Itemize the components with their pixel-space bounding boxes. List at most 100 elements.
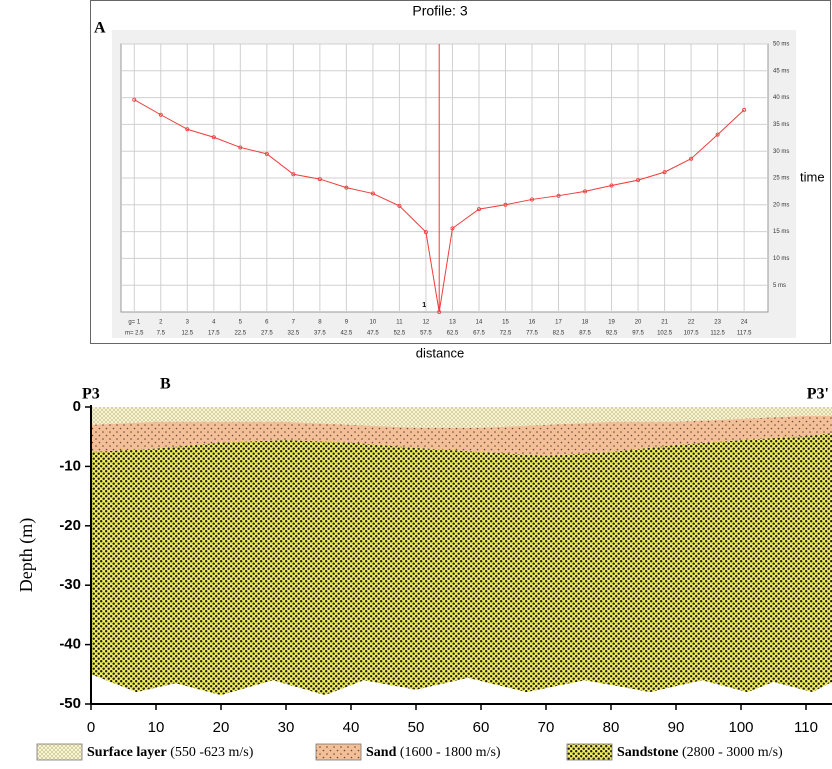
x-tick-label: 12.5 [181,331,193,337]
y-tick-label: -50 [59,695,81,712]
x-tick-label: 110 [794,719,818,736]
y-tick-label: 15 ms [773,229,789,235]
geophone-label: 16 [529,320,536,326]
geophone-label: 19 [608,320,615,326]
x-tick-label: 90 [668,719,685,736]
legend-velocity: (1600 - 1800 m/s) [400,745,501,760]
y-tick-label: 40 ms [773,95,789,101]
geophone-label: 23 [714,320,721,326]
data-point [662,170,667,175]
geophone-label: 3 [186,320,190,326]
shot-label: 1 [422,302,426,309]
chart-title: Profile: 3 [412,3,467,19]
x-tick-label: 47.5 [367,331,379,337]
legend-velocity: (550 -623 m/s) [170,745,254,760]
geophone-label: 5 [239,320,243,326]
geophone-label: 15 [502,320,509,326]
data-line [134,99,745,313]
geophone-label: 22 [688,320,695,326]
x-tick-label: 112.5 [710,331,725,337]
layer-fill [91,415,832,456]
legend-swatch [566,743,613,761]
x-tick-label: 117.5 [737,331,752,337]
x-tick-label: 50 [408,719,425,736]
data-point [556,193,561,198]
data-point [344,185,349,190]
data-point [185,127,190,132]
legend-name: Sand [366,745,397,760]
y-axis-title: time [800,169,825,184]
y-axis-title: Depth (m) [16,518,37,592]
x-tick-label: 102.5 [657,331,673,337]
data-point [476,207,481,212]
x-tick-label: 52.5 [394,331,406,337]
data-point [370,191,375,196]
data-point [530,197,535,202]
x-tick-label: 92.5 [606,331,618,337]
legend-entry: Sand (1600 - 1800 m/s) [366,745,501,760]
y-tick-label: -10 [59,457,81,474]
y-tick-label: -30 [59,576,81,593]
x-tick-label: 40 [343,719,360,736]
panel-border [90,0,831,344]
y-tick-label: 30 ms [773,149,789,155]
geophone-label: g= 1 [128,320,141,326]
legend-velocity: (2800 - 3000 m/s) [682,745,783,760]
y-tick-label: 5 ms [773,283,786,289]
layer-fill [91,407,832,428]
data-point [238,145,243,150]
y-tick-label: 50 ms [773,42,789,48]
data-point [317,177,322,182]
x-tick-label: 77.5 [526,331,538,337]
geophone-label: 21 [661,320,668,326]
x-tick-label: 42.5 [341,331,353,337]
data-point [437,309,442,314]
y-tick-label: 45 ms [773,68,789,74]
y-tick-label: 35 ms [773,122,789,128]
geophone-label: 17 [555,320,562,326]
data-point [715,132,720,137]
geophone-label: 6 [265,320,269,326]
geophone-label: 24 [741,320,748,326]
geophone-label: 20 [635,320,642,326]
x-tick-label: 80 [603,719,620,736]
data-point [291,172,296,177]
y-tick-label: 25 ms [773,176,789,182]
x-tick-label: 82.5 [553,331,565,337]
data-point [450,226,455,231]
x-tick-label: 30 [278,719,295,736]
y-tick-label: -40 [59,636,81,653]
x-tick-label: 62.5 [447,331,459,337]
geophone-label: 11 [396,320,403,326]
x-axis-title: distance [416,345,464,360]
x-tick-label: 70 [538,719,555,736]
x-tick-label: 0 [87,719,95,736]
data-point [158,112,163,117]
data-point [264,151,269,156]
x-tick-label: 32.5 [288,331,300,337]
x-tick-label: 60 [473,719,490,736]
legend-entry: Sandstone (2800 - 3000 m/s) [617,745,783,760]
data-point [689,156,694,161]
x-tick-label: 97.5 [632,331,644,337]
legend-entry: Surface layer (550 -623 m/s) [87,745,254,760]
x-tick-label: 57.5 [420,331,432,337]
geophone-label: 4 [212,320,216,326]
geophone-label: 14 [476,320,483,326]
data-point [609,183,614,188]
start-label: P3 [82,386,100,403]
data-point [423,230,428,235]
x-tick-label: 22.5 [234,331,246,337]
y-tick-label: 20 ms [773,202,789,208]
data-point [583,189,588,194]
data-point [503,202,508,207]
geophone-label: 13 [449,320,456,326]
x-tick-label: 107.5 [684,331,700,337]
legend-name: Surface layer [87,745,167,760]
geophone-label: 8 [318,320,322,326]
legend-swatch [315,743,362,761]
y-tick-label: -20 [59,517,81,534]
x-tick-label: 10 [148,719,165,736]
